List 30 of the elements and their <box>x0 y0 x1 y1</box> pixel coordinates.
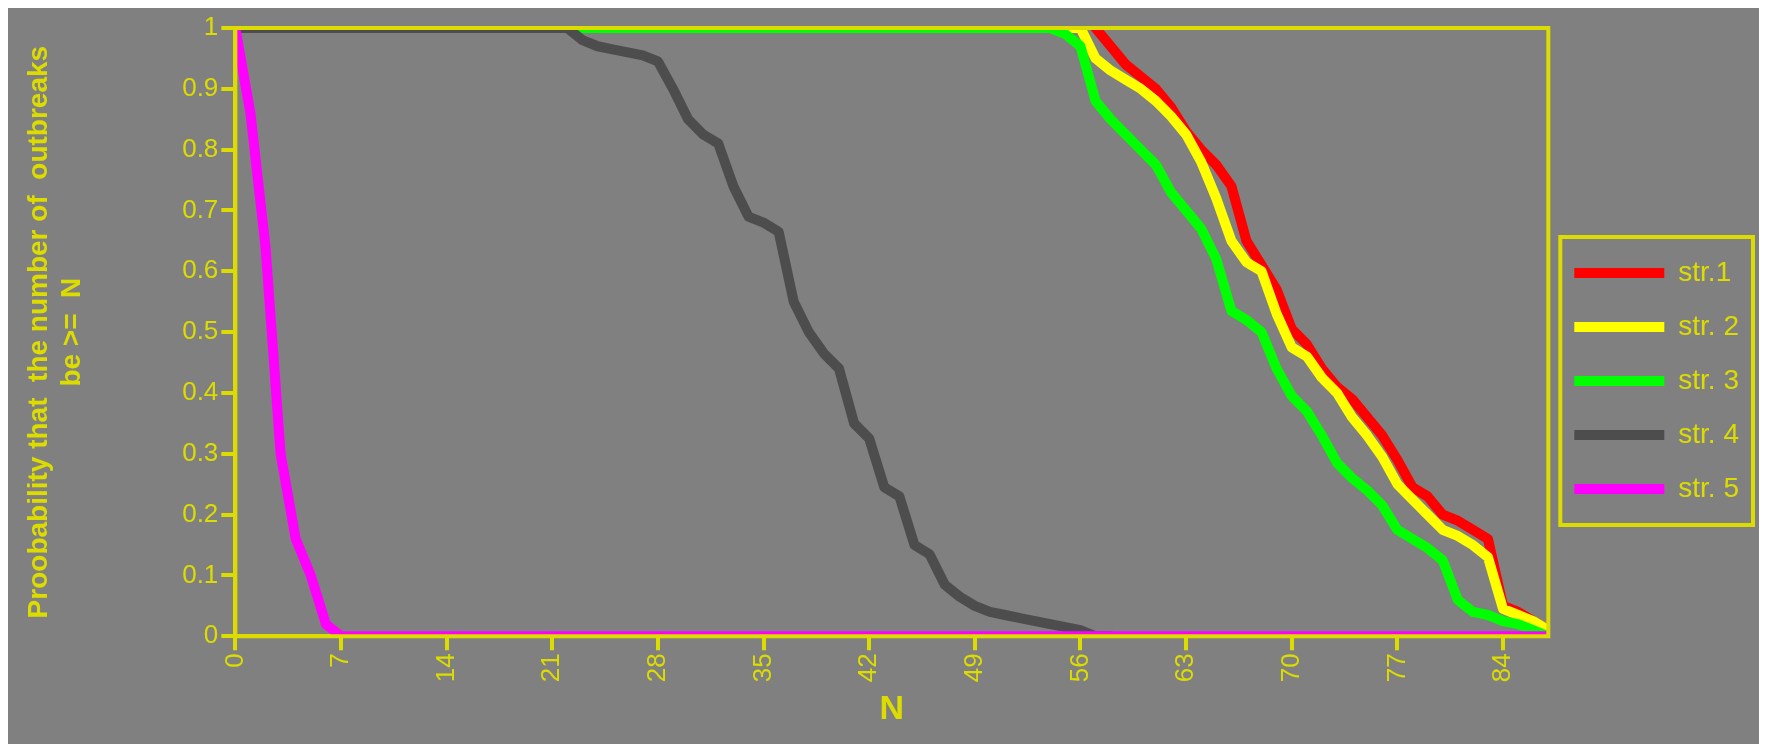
x-tick-label: 84 <box>1486 653 1517 683</box>
x-axis-title: N <box>879 687 905 726</box>
y-tick-label: 0.6 <box>182 254 219 285</box>
x-tick-label: 7 <box>324 653 355 668</box>
y-tick-label: 0.1 <box>182 558 219 589</box>
y-tick-label: 0.2 <box>182 497 219 528</box>
y-tick-label: 0.4 <box>182 376 219 407</box>
x-tick-label: 0 <box>218 653 249 668</box>
x-tick-label: 63 <box>1169 653 1200 683</box>
x-tick-label: 77 <box>1380 653 1411 683</box>
x-tick-label: 35 <box>746 653 777 683</box>
x-tick-label: 28 <box>641 653 672 683</box>
x-tick-label: 70 <box>1274 653 1305 683</box>
legend-label: str. 5 <box>1678 471 1740 503</box>
x-tick-label: 14 <box>429 653 460 683</box>
legend-label: str. 3 <box>1678 363 1740 395</box>
legend-label: str.1 <box>1678 255 1732 287</box>
x-tick-label: 49 <box>958 653 988 683</box>
y-axis-title: Proobability that the number of outbreaks be >= N <box>21 45 87 619</box>
y-tick-label: 1 <box>203 11 219 42</box>
x-tick-label: 56 <box>1063 653 1094 683</box>
x-tick-label: 42 <box>852 653 883 683</box>
y-tick-label: 0.5 <box>182 315 219 346</box>
legend-label: str. 4 <box>1678 417 1740 449</box>
y-tick-label: 0.8 <box>182 132 219 163</box>
y-tick-label: 0.9 <box>182 72 219 102</box>
y-tick-label: 0.7 <box>182 193 219 224</box>
legend-label: str. 2 <box>1678 309 1740 341</box>
x-tick-label: 21 <box>535 653 566 683</box>
y-tick-label: 0.3 <box>182 436 219 467</box>
